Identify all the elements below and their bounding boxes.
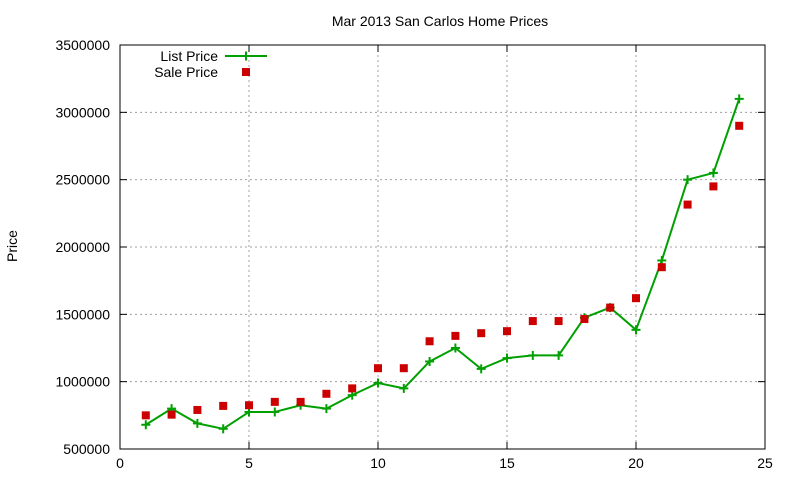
list-price-point (450, 343, 460, 353)
grid (120, 45, 765, 449)
legend-label: Sale Price (154, 64, 218, 80)
y-tick-label: 2000000 (55, 239, 110, 255)
series-layer (141, 94, 744, 434)
axis-ticks: 0 5 10 15 20 25 500000 1000000 1500000 2000000 250… (55, 37, 773, 471)
sale-price-point (296, 397, 305, 406)
list-price-point (528, 350, 538, 360)
list-price-point (708, 168, 718, 178)
list-price-point (502, 353, 512, 363)
legend-square-sample (242, 68, 250, 76)
sale-price-point (322, 389, 331, 398)
x-tick-label: 10 (370, 455, 386, 471)
sale-price-point (683, 200, 692, 209)
y-tick-label: 1000000 (55, 374, 110, 390)
sale-price-point (270, 397, 279, 406)
y-tick-label: 1500000 (55, 306, 110, 322)
sale-price-point (503, 327, 511, 336)
list-price-point (141, 420, 151, 430)
sale-price-point (399, 364, 408, 373)
sale-price-point (735, 121, 744, 130)
list-price-point (321, 404, 331, 414)
x-tick-label: 5 (245, 455, 253, 471)
sale-price-point (451, 331, 460, 340)
list-price-point (554, 350, 564, 360)
list-price-point (192, 418, 202, 428)
sale-price-point (425, 337, 434, 346)
plot-frame (119, 44, 766, 450)
sale-price-point (580, 315, 589, 324)
sale-price-point (709, 182, 718, 191)
sale-price-point (554, 317, 563, 326)
sale-price-point (141, 411, 150, 420)
list-price-point (631, 325, 641, 335)
x-tick-label: 25 (757, 455, 773, 471)
y-tick-label: 2500000 (55, 172, 110, 188)
list-price-point (373, 378, 383, 388)
list-price-point (218, 424, 228, 434)
sale-price-point (374, 364, 382, 373)
sale-price-point (193, 405, 202, 414)
chart-title: Mar 2013 San Carlos Home Prices (332, 13, 548, 29)
list-price-point (476, 364, 486, 374)
list-price-point (270, 407, 280, 417)
sale-price-point (167, 410, 176, 419)
y-tick-label: 3500000 (55, 37, 110, 53)
list-price-point (425, 356, 435, 366)
list-price-line (145, 98, 741, 430)
sale-price-point (632, 294, 640, 303)
x-tick-label: 20 (628, 455, 644, 471)
list-price-point (683, 175, 693, 185)
sale-price-point (528, 317, 537, 326)
sale-price-point (245, 401, 253, 410)
x-tick-label: 0 (116, 455, 124, 471)
sale-price-point (348, 384, 357, 393)
sale-price-point (219, 401, 228, 410)
sale-price-point (606, 303, 615, 312)
sale-price-point (477, 329, 486, 338)
sale-price-point (657, 263, 666, 272)
y-tick-label: 3000000 (55, 104, 110, 120)
x-tick-label: 15 (499, 455, 515, 471)
list-price-point (399, 383, 409, 393)
y-axis-label: Price (4, 230, 20, 262)
list-price-point (734, 94, 744, 104)
y-tick-label: 500000 (63, 441, 110, 457)
legend-label: List Price (160, 48, 218, 64)
